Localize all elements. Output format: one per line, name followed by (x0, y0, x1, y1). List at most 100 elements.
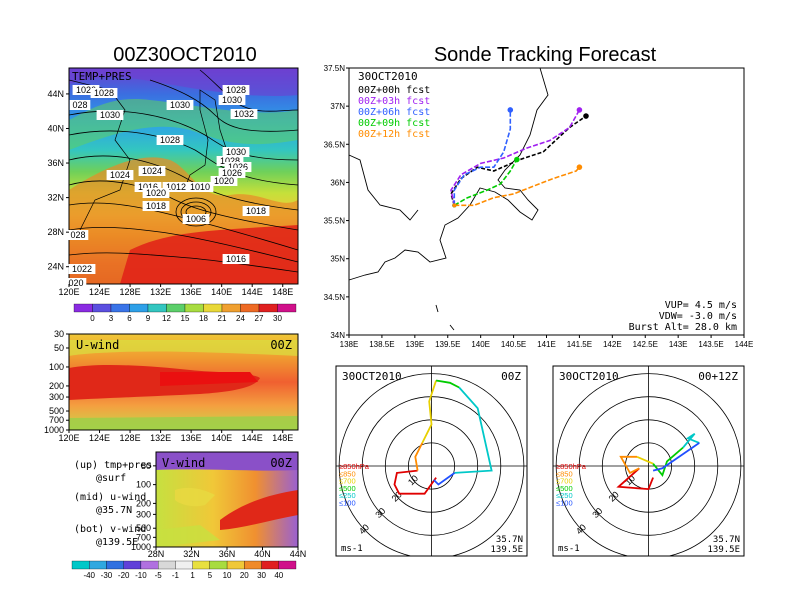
hodo-legend-entry: ≤700 (339, 477, 356, 486)
hodo-ring-label: 40 (357, 522, 371, 536)
hodo-time: 00Z (501, 370, 521, 383)
temp-y-tick-label: 44N (47, 89, 64, 99)
hodo-line (619, 455, 640, 475)
colorbar-cell (258, 303, 278, 313)
temp-x-tick-label: 132E (150, 287, 171, 297)
track-legend-entry: 00Z+03h fcst (358, 96, 430, 107)
v-colorbar-cell (106, 560, 124, 570)
u-wind-field (69, 340, 298, 430)
v-y-tick-label: 700 (136, 532, 151, 542)
temp-y-tick-label: 24N (47, 262, 64, 272)
v-colorbar-cell (209, 560, 228, 570)
note-mid: (mid) u-wind (74, 492, 146, 503)
hodo-time: 00+12Z (698, 370, 738, 383)
track-endpoint (576, 164, 583, 170)
u-x-ticks: 120E 124E 128E 132E 136E 140E 144E 148E (58, 430, 293, 443)
pressure-label-bg (222, 254, 250, 264)
v-colorbar-cell (71, 560, 90, 570)
v-x-ticks: 28N 32N 36N 40N 44N (148, 547, 307, 559)
pressure-label-bg (65, 278, 87, 288)
track-legend-entry: 00Z+09h fcst (358, 118, 430, 129)
pressure-label: 1028 (94, 88, 114, 98)
v-x-tick-label: 44N (290, 549, 307, 559)
pressure-label-bg (222, 85, 250, 95)
track-endpoint (583, 113, 589, 119)
colorbar-cell (92, 303, 112, 313)
pressure-label: 1024 (110, 170, 130, 180)
isobars (69, 69, 298, 273)
v-y-tick-label: 100 (136, 480, 151, 490)
colorbar-cell (73, 303, 93, 313)
track-startpoint (452, 203, 457, 208)
track-endpoint (507, 107, 514, 113)
note-up-sub: @surf (96, 473, 126, 484)
note-up: (up) tmp+pres (74, 460, 152, 471)
hodo-lat: 35.7N (496, 535, 523, 545)
colorbar-cell (240, 303, 260, 313)
hodo-ring-label: 10 (623, 473, 637, 487)
pressure-label-bg (142, 201, 170, 211)
hodo-ring-label: 30 (373, 506, 387, 520)
u-x-tick-label: 148E (272, 433, 293, 443)
colorbar-cell (221, 303, 241, 313)
colorbar-tick: 6 (127, 314, 132, 323)
note-mid-sub: @35.7N (96, 505, 132, 516)
v-colorbar-tick: 40 (274, 571, 283, 580)
pressure-label-bg (182, 214, 210, 224)
hodo-legend-entry: ≤100 (339, 499, 356, 508)
track-x-tick-label: 139E (405, 340, 424, 349)
hodo-legend-entry: ≤500 (556, 484, 573, 493)
u-y-tick-label: 30 (54, 329, 64, 339)
pressure-label: 1028 (160, 135, 180, 145)
pressure-label-bg (90, 88, 118, 98)
track-lines (450, 107, 589, 208)
pressure-labels: 1026102802810301030102810301032102810301… (65, 85, 270, 288)
pressure-label: 1026 (228, 162, 248, 172)
colorbar-tick: 30 (273, 314, 282, 323)
pressure-label-bg (96, 110, 124, 120)
pressure-label-bg (67, 230, 89, 240)
hodo-line (414, 442, 424, 471)
track-y-tick-label: 35N (330, 255, 345, 264)
hodo-lon: 139.5E (490, 545, 523, 555)
hodo-line (652, 442, 700, 472)
track-y-tick-label: 36.5N (324, 140, 346, 149)
coastline (348, 67, 549, 281)
u-wind-section: U-wind 00Z 120E 124E 128E 132E 136E 140E 144E 1… (44, 329, 299, 443)
pressure-label: 1012 (166, 182, 186, 192)
colorbar-tick: 27 (255, 314, 264, 323)
track-line (453, 159, 518, 206)
temp-x-tick-label: 128E (120, 287, 141, 297)
u-y-tick-label: 200 (49, 381, 64, 391)
pressure-label-bg (218, 95, 246, 105)
colorbar-tick: 15 (181, 314, 190, 323)
hodo-line (616, 467, 654, 491)
hodo-legend-entry: ≤850 (556, 469, 573, 478)
pressure-label: 1020 (214, 176, 234, 186)
temp-x-tick-label: 136E (181, 287, 202, 297)
pressure-label-bg (242, 206, 270, 216)
pressure-label-bg (162, 182, 190, 192)
track-x-tick-label: 141.5E (567, 340, 592, 349)
hodo-ring-label: 40 (574, 522, 588, 536)
hodo-line (433, 472, 456, 486)
v-colorbar: -40 -30 -20 -10 -5 -1 1 5 10 20 30 40 (71, 560, 297, 580)
v-colorbar-tick: 5 (208, 571, 213, 580)
track-y-tick-label: 36N (330, 178, 345, 187)
colorbar-cell (277, 303, 297, 313)
hodo-legend-entry: ≤500 (339, 484, 356, 493)
track-x-tick-label: 142.5E (633, 340, 658, 349)
v-colorbar-cell (261, 560, 279, 570)
track-legend-entry: 00Z+00h fcst (358, 85, 430, 96)
v-colorbar-tick: 20 (240, 571, 249, 580)
pressure-label-bg (156, 135, 184, 145)
hodo-legend-entry: ≤250 (556, 491, 573, 500)
v-colorbar-cell (175, 560, 193, 570)
track-y-tick-label: 35.5N (324, 217, 346, 226)
pressure-label: 1016 (226, 254, 246, 264)
v-x-tick-label: 40N (254, 549, 271, 559)
u-x-tick-label: 120E (58, 433, 79, 443)
track-line (450, 115, 587, 206)
hodo-lat: 35.7N (713, 535, 740, 545)
